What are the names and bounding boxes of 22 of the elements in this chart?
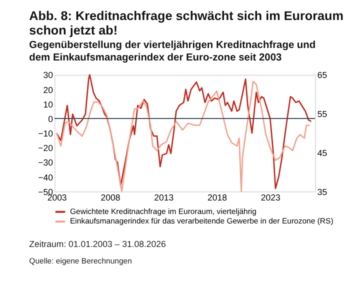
y-tick-label: −30 bbox=[38, 158, 54, 168]
y2-tick-label: 65 bbox=[317, 70, 328, 80]
legend-label: Gewichtete Kreditnachfrage im Euroraum, vierteljährig bbox=[70, 206, 256, 216]
chart-subtitle: Gegenüberstellung der vierteljährigen Kreditnachfrage und dem Einkaufsmanagerindex der Euro-zone seit 2003 bbox=[29, 40, 316, 64]
y2-tick-label: 35 bbox=[317, 186, 328, 197]
y-tick-label: 20 bbox=[43, 84, 54, 95]
chart-title: Abb. 8: Kreditnachfrage schwächt sich im Euroraum schon jetzt ab! bbox=[29, 8, 344, 38]
y2-tick-label: 45 bbox=[317, 148, 328, 158]
y-tick-label: −20 bbox=[38, 143, 54, 154]
y-tick-label: 10 bbox=[43, 99, 54, 110]
text: Zeitraum: 01.01.2003 – 31.08.2026 bbox=[29, 238, 166, 249]
y-tick-label: 0 bbox=[48, 114, 54, 124]
x-tick-label: 2008 bbox=[100, 192, 120, 203]
source-note: Quelle: eigene Berechnungen bbox=[29, 256, 132, 266]
y-tick-label: −10 bbox=[38, 128, 54, 138]
x-tick-label: 2023 bbox=[260, 192, 280, 203]
legend-label: Einkaufsmanagerindex für das verarbeitende Gewerbe in der Eurozone (RS) bbox=[70, 216, 334, 226]
y-tick-label: 30 bbox=[43, 70, 54, 80]
x-tick-label: 2013 bbox=[154, 192, 174, 203]
y-tick-label: −40 bbox=[38, 172, 54, 182]
y2-tick-label: 55 bbox=[317, 109, 328, 120]
x-tick-label: 2018 bbox=[208, 192, 228, 203]
